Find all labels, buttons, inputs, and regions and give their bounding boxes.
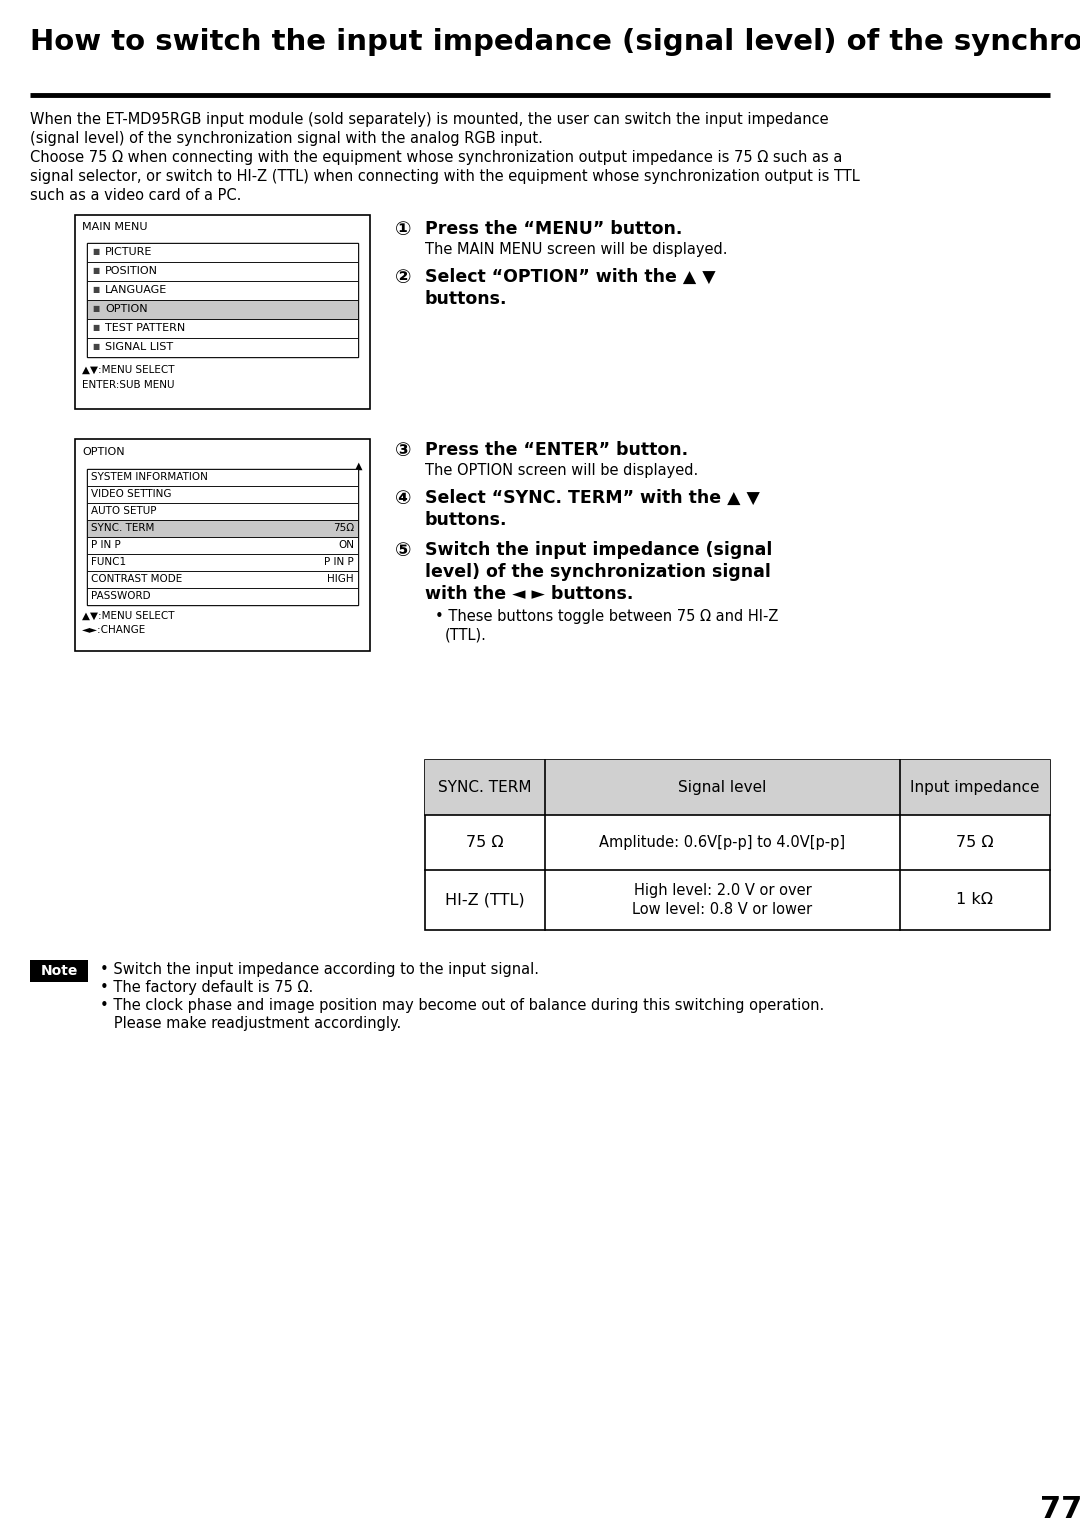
Text: HIGH: HIGH [327, 574, 354, 584]
Text: ■: ■ [92, 285, 99, 295]
Text: SYNC. TERM: SYNC. TERM [438, 780, 531, 795]
Text: Choose 75 Ω when connecting with the equipment whose synchronization output impe: Choose 75 Ω when connecting with the equ… [30, 150, 842, 165]
Text: ■: ■ [92, 324, 99, 333]
Text: 75Ω: 75Ω [333, 523, 354, 533]
Text: Press the “MENU” button.: Press the “MENU” button. [426, 220, 683, 238]
Text: ▲: ▲ [355, 461, 363, 472]
Text: ⑤: ⑤ [395, 542, 411, 560]
Bar [87, 537, 357, 554]
Text: FUNC1: FUNC1 [91, 557, 126, 568]
Text: CONTRAST MODE: CONTRAST MODE [91, 574, 183, 584]
Text: PASSWORD: PASSWORD [91, 591, 150, 601]
Text: OPTION: OPTION [82, 447, 124, 456]
Text: ON: ON [338, 540, 354, 549]
Bar [87, 337, 357, 357]
Text: buttons.: buttons. [426, 290, 508, 308]
Text: ■: ■ [92, 247, 99, 256]
Bar [75, 215, 370, 409]
Text: SYNC. TERM: SYNC. TERM [91, 523, 154, 533]
Text: P IN P: P IN P [91, 540, 121, 549]
Bar [87, 243, 357, 262]
Bar [87, 485, 357, 504]
Text: AUTO SETUP: AUTO SETUP [91, 507, 157, 516]
Text: How to switch the input impedance (signal level) of the synchronization signal: How to switch the input impedance (signa… [30, 27, 1080, 56]
Text: with the ◄ ► buttons.: with the ◄ ► buttons. [426, 584, 633, 603]
Text: 1 kΩ: 1 kΩ [957, 893, 994, 908]
Text: ④: ④ [395, 488, 411, 508]
Text: 77: 77 [1040, 1495, 1080, 1524]
Bar [87, 262, 357, 281]
Text: ■: ■ [92, 342, 99, 351]
Text: ▲▼:MENU SELECT: ▲▼:MENU SELECT [82, 365, 175, 375]
Bar [75, 439, 370, 652]
Bar [87, 520, 357, 537]
Text: ①: ① [395, 220, 411, 240]
Bar [87, 588, 357, 604]
Bar [87, 468, 357, 485]
Text: PICTURE: PICTURE [105, 247, 152, 256]
Bar [87, 571, 357, 588]
Text: HI-Z (TTL): HI-Z (TTL) [445, 893, 525, 908]
Bar [30, 960, 87, 983]
Bar [87, 468, 357, 604]
Text: Input impedance: Input impedance [910, 780, 1040, 795]
Text: ■: ■ [92, 304, 99, 313]
Text: Select “SYNC. TERM” with the ▲ ▼: Select “SYNC. TERM” with the ▲ ▼ [426, 488, 760, 507]
Text: High level: 2.0 V or over: High level: 2.0 V or over [634, 882, 811, 897]
Text: • Switch the input impedance according to the input signal.: • Switch the input impedance according t… [100, 961, 539, 977]
Text: ▲▼:MENU SELECT: ▲▼:MENU SELECT [82, 610, 175, 621]
Text: Select “OPTION” with the ▲ ▼: Select “OPTION” with the ▲ ▼ [426, 269, 716, 285]
Text: The MAIN MENU screen will be displayed.: The MAIN MENU screen will be displayed. [426, 243, 728, 256]
Text: such as a video card of a PC.: such as a video card of a PC. [30, 188, 241, 203]
Text: Press the “ENTER” button.: Press the “ENTER” button. [426, 441, 688, 459]
Text: level) of the synchronization signal: level) of the synchronization signal [426, 563, 771, 581]
Bar [426, 760, 1050, 929]
Text: Signal level: Signal level [678, 780, 767, 795]
Bar [87, 281, 357, 301]
Text: buttons.: buttons. [426, 511, 508, 530]
Text: ■: ■ [92, 266, 99, 275]
Text: • The clock phase and image position may become out of balance during this switc: • The clock phase and image position may… [100, 998, 824, 1013]
Bar [87, 504, 357, 520]
Text: signal selector, or switch to HI-Z (TTL) when connecting with the equipment whos: signal selector, or switch to HI-Z (TTL)… [30, 169, 860, 185]
Text: The OPTION screen will be displayed.: The OPTION screen will be displayed. [426, 462, 699, 478]
Text: LANGUAGE: LANGUAGE [105, 285, 167, 295]
Text: Please make readjustment accordingly.: Please make readjustment accordingly. [100, 1016, 402, 1032]
Text: VIDEO SETTING: VIDEO SETTING [91, 488, 172, 499]
Text: Switch the input impedance (signal: Switch the input impedance (signal [426, 542, 772, 559]
Text: OPTION: OPTION [105, 304, 148, 314]
Text: • The factory default is 75 Ω.: • The factory default is 75 Ω. [100, 980, 313, 995]
Bar [87, 301, 357, 319]
Text: TEST PATTERN: TEST PATTERN [105, 324, 186, 333]
Text: SIGNAL LIST: SIGNAL LIST [105, 342, 173, 353]
Text: P IN P: P IN P [324, 557, 354, 568]
Text: Amplitude: 0.6V[p-p] to 4.0V[p-p]: Amplitude: 0.6V[p-p] to 4.0V[p-p] [599, 835, 846, 850]
Text: ◄►:CHANGE: ◄►:CHANGE [82, 626, 146, 635]
Bar [426, 760, 1050, 815]
Text: (TTL).: (TTL). [445, 627, 487, 642]
Bar [87, 319, 357, 337]
Text: • These buttons toggle between 75 Ω and HI-Z: • These buttons toggle between 75 Ω and … [435, 609, 779, 624]
Bar [87, 243, 357, 357]
Text: 75 Ω: 75 Ω [956, 835, 994, 850]
Text: MAIN MENU: MAIN MENU [82, 221, 148, 232]
Text: ②: ② [395, 269, 411, 287]
Text: Low level: 0.8 V or lower: Low level: 0.8 V or lower [633, 902, 812, 917]
Text: Note: Note [40, 964, 78, 978]
Text: (signal level) of the synchronization signal with the analog RGB input.: (signal level) of the synchronization si… [30, 131, 543, 146]
Text: ENTER:SUB MENU: ENTER:SUB MENU [82, 380, 175, 391]
Text: ③: ③ [395, 441, 411, 459]
Text: 75 Ω: 75 Ω [467, 835, 503, 850]
Text: SYSTEM INFORMATION: SYSTEM INFORMATION [91, 472, 207, 482]
Bar [87, 554, 357, 571]
Text: POSITION: POSITION [105, 266, 158, 276]
Text: When the ET-MD95RGB input module (sold separately) is mounted, the user can swit: When the ET-MD95RGB input module (sold s… [30, 111, 828, 127]
